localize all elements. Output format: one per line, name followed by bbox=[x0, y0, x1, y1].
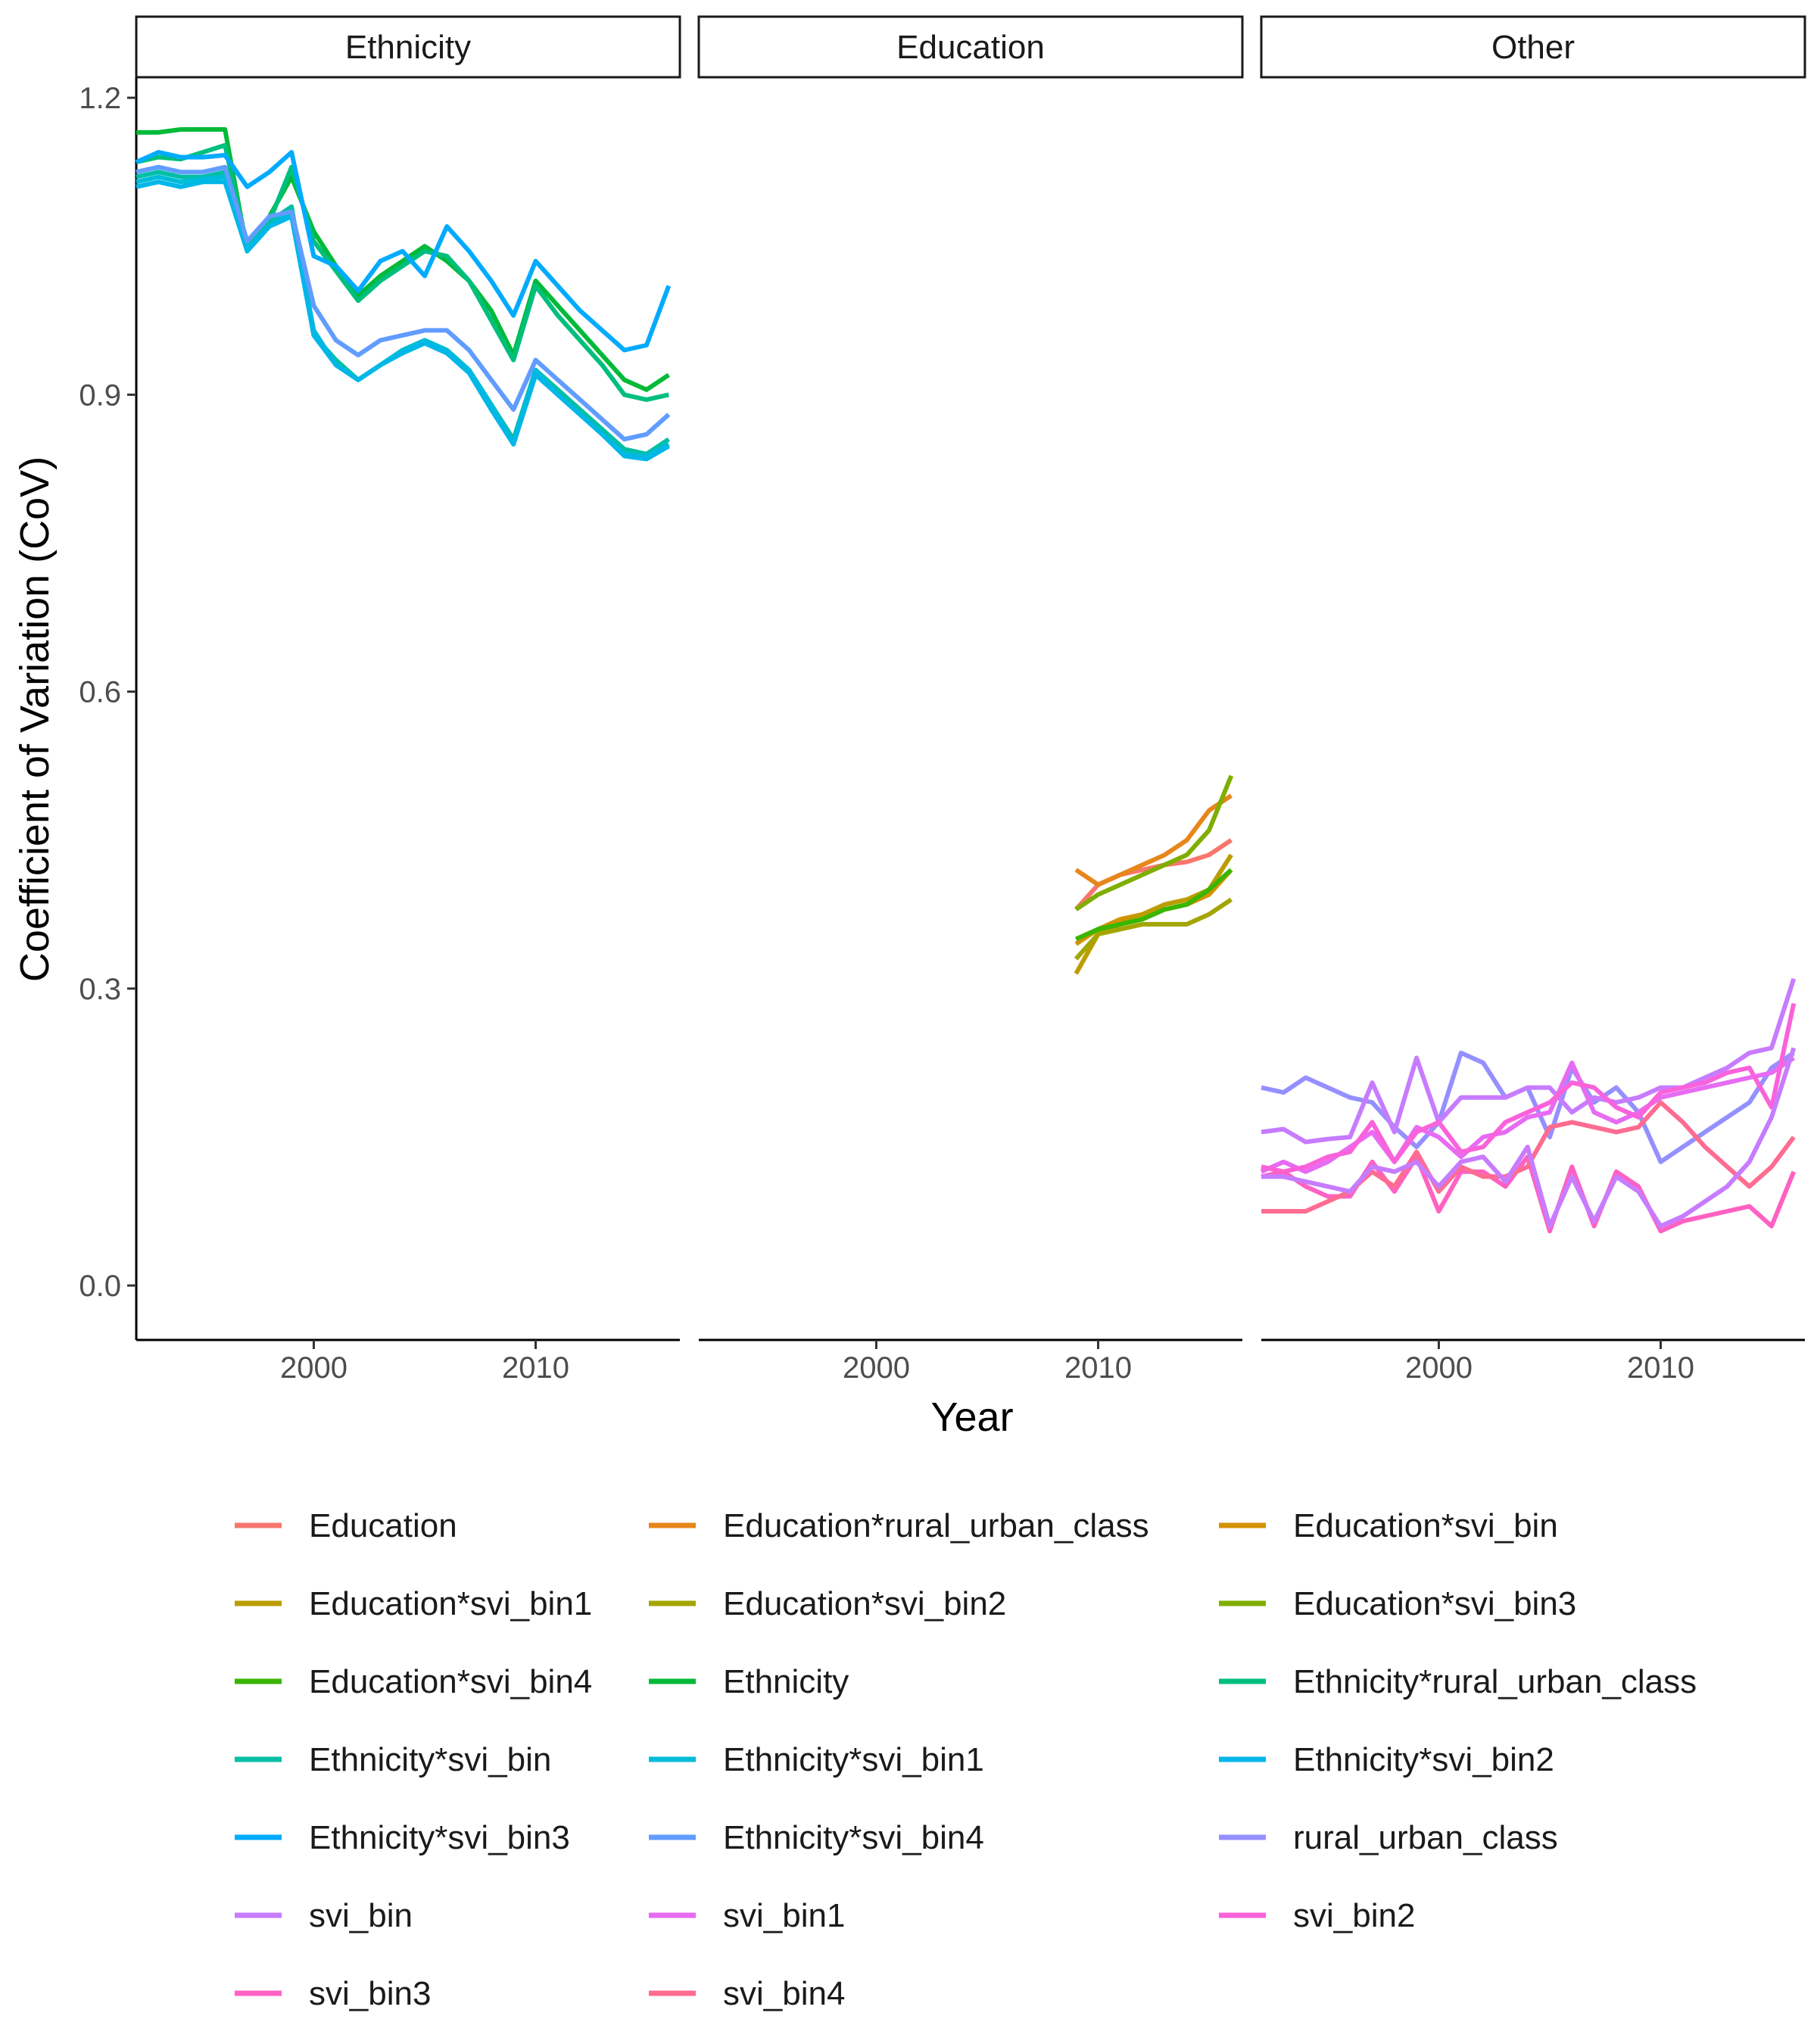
legend: Education Education*rural_urban_class Educ… bbox=[235, 1507, 1697, 2012]
legend-label: svi_bin4 bbox=[723, 1975, 845, 2012]
x-tick-label: 2000 bbox=[1405, 1351, 1473, 1385]
y-tick-label: 0.0 bbox=[79, 1270, 121, 1303]
legend-label: Education*svi_bin1 bbox=[309, 1585, 592, 1622]
legend-label: svi_bin1 bbox=[723, 1897, 845, 1934]
x-tick-label: 2010 bbox=[502, 1351, 569, 1385]
legend-item: Ethnicity*svi_bin3 bbox=[235, 1819, 570, 1856]
legend-label: Ethnicity*svi_bin2 bbox=[1293, 1741, 1554, 1778]
legend-label: Ethnicity*svi_bin3 bbox=[309, 1819, 570, 1856]
facet-strip bbox=[697, 15, 1244, 79]
legend-label: Education bbox=[309, 1507, 457, 1544]
legend-label: rural_urban_class bbox=[1293, 1819, 1558, 1856]
series-line-ethnicity bbox=[136, 127, 670, 392]
legend-label: Education*rural_urban_class bbox=[723, 1507, 1149, 1544]
legend-label: Education*svi_bin bbox=[1293, 1507, 1558, 1544]
legend-label: svi_bin3 bbox=[309, 1975, 431, 2012]
y-tick-label: 0.9 bbox=[79, 379, 121, 412]
x-tick-label: 2000 bbox=[280, 1351, 348, 1385]
facet-strip-label: Ethnicity bbox=[345, 29, 471, 66]
legend-label: svi_bin2 bbox=[1293, 1897, 1415, 1934]
series-line-svi-bin bbox=[1261, 977, 1797, 1145]
series-line-ethnicity-rural-urban-class bbox=[136, 142, 669, 402]
y-tick-label: 1.2 bbox=[79, 82, 121, 115]
legend-item: Ethnicity*rural_urban_class bbox=[1219, 1663, 1697, 1700]
legend-label: svi_bin bbox=[309, 1897, 413, 1934]
series-line-svi-bin1 bbox=[1260, 1055, 1795, 1174]
series-line-svi-bin bbox=[1261, 1047, 1797, 1229]
facet-panel-other: Other 2000 2010 bbox=[1260, 15, 1806, 1385]
legend-item: Ethnicity bbox=[649, 1663, 849, 1700]
y-tick-label: 0.6 bbox=[79, 676, 121, 709]
legend-item: svi_bin4 bbox=[649, 1975, 845, 2012]
series-line-svi-bin3 bbox=[1261, 1154, 1797, 1234]
series-line-education-rural-urban-class bbox=[1074, 793, 1233, 887]
series-line-education-svi-bin4 bbox=[1074, 868, 1233, 942]
facet-strip bbox=[1260, 15, 1806, 79]
x-tick-label: 2000 bbox=[843, 1351, 910, 1385]
legend-label: Ethnicity*rural_urban_class bbox=[1293, 1663, 1697, 1700]
series-line-education-svi-bin3 bbox=[1074, 774, 1234, 911]
legend-label: Education*svi_bin3 bbox=[1293, 1585, 1576, 1622]
legend-label: Ethnicity bbox=[723, 1663, 849, 1700]
legend-item: Ethnicity*svi_bin1 bbox=[649, 1741, 984, 1778]
legend-item: Education*svi_bin2 bbox=[649, 1585, 1006, 1622]
facet-strip-label: Other bbox=[1491, 29, 1575, 66]
series-line-education-svi-bin2 bbox=[1074, 897, 1233, 961]
facet-panels: Ethnicity 2000 2010 0.0 0.3 0.6 0.9 1.2 Educatio… bbox=[79, 15, 1806, 1385]
legend-item: Education*svi_bin3 bbox=[1219, 1585, 1576, 1622]
legend-item: Education*rural_urban_class bbox=[649, 1507, 1149, 1544]
x-tick-label: 2010 bbox=[1627, 1351, 1694, 1385]
series-line-ethnicity-svi-bin3 bbox=[135, 150, 672, 353]
series-line-ethnicity-svi-bin4 bbox=[136, 164, 671, 442]
facet-strip bbox=[135, 15, 681, 79]
legend-label: Education*svi_bin4 bbox=[309, 1663, 592, 1700]
series-line-ethnicity-svi-bin bbox=[136, 170, 670, 456]
legend-label: Ethnicity*svi_bin4 bbox=[723, 1819, 984, 1856]
series-line-svi-bin2 bbox=[1261, 1002, 1797, 1174]
facet-strip-label: Education bbox=[896, 29, 1045, 66]
y-tick-label: 0.3 bbox=[79, 973, 121, 1006]
legend-label: Ethnicity*svi_bin bbox=[309, 1741, 551, 1778]
legend-item: Ethnicity*svi_bin bbox=[235, 1741, 551, 1778]
legend-item: Education*svi_bin1 bbox=[235, 1585, 592, 1622]
x-tick-label: 2010 bbox=[1064, 1351, 1132, 1385]
y-axis-title: Coefficient of Variation (CoV) bbox=[12, 456, 58, 982]
legend-item: svi_bin1 bbox=[649, 1897, 845, 1934]
legend-item: Education bbox=[235, 1507, 457, 1544]
legend-item: svi_bin2 bbox=[1219, 1897, 1415, 1934]
series-line-ethnicity-svi-bin2 bbox=[136, 179, 670, 462]
legend-item: Ethnicity*svi_bin4 bbox=[649, 1819, 984, 1856]
legend-item: svi_bin3 bbox=[235, 1975, 431, 2012]
legend-label: Education*svi_bin2 bbox=[723, 1585, 1006, 1622]
legend-item: Education*svi_bin bbox=[1219, 1507, 1558, 1544]
legend-item: Ethnicity*svi_bin2 bbox=[1219, 1741, 1554, 1778]
legend-item: rural_urban_class bbox=[1219, 1819, 1558, 1856]
legend-item: svi_bin bbox=[235, 1897, 413, 1934]
legend-item: Education*svi_bin4 bbox=[235, 1663, 592, 1700]
facet-panel-education: Education 2000 2010 bbox=[697, 15, 1244, 1385]
facet-panel-ethnicity: Ethnicity 2000 2010 0.0 0.3 0.6 0.9 1.2 bbox=[79, 15, 681, 1385]
legend-label: Ethnicity*svi_bin1 bbox=[723, 1741, 984, 1778]
x-axis-title: Year bbox=[930, 1394, 1013, 1440]
series-line-education bbox=[1074, 838, 1233, 911]
